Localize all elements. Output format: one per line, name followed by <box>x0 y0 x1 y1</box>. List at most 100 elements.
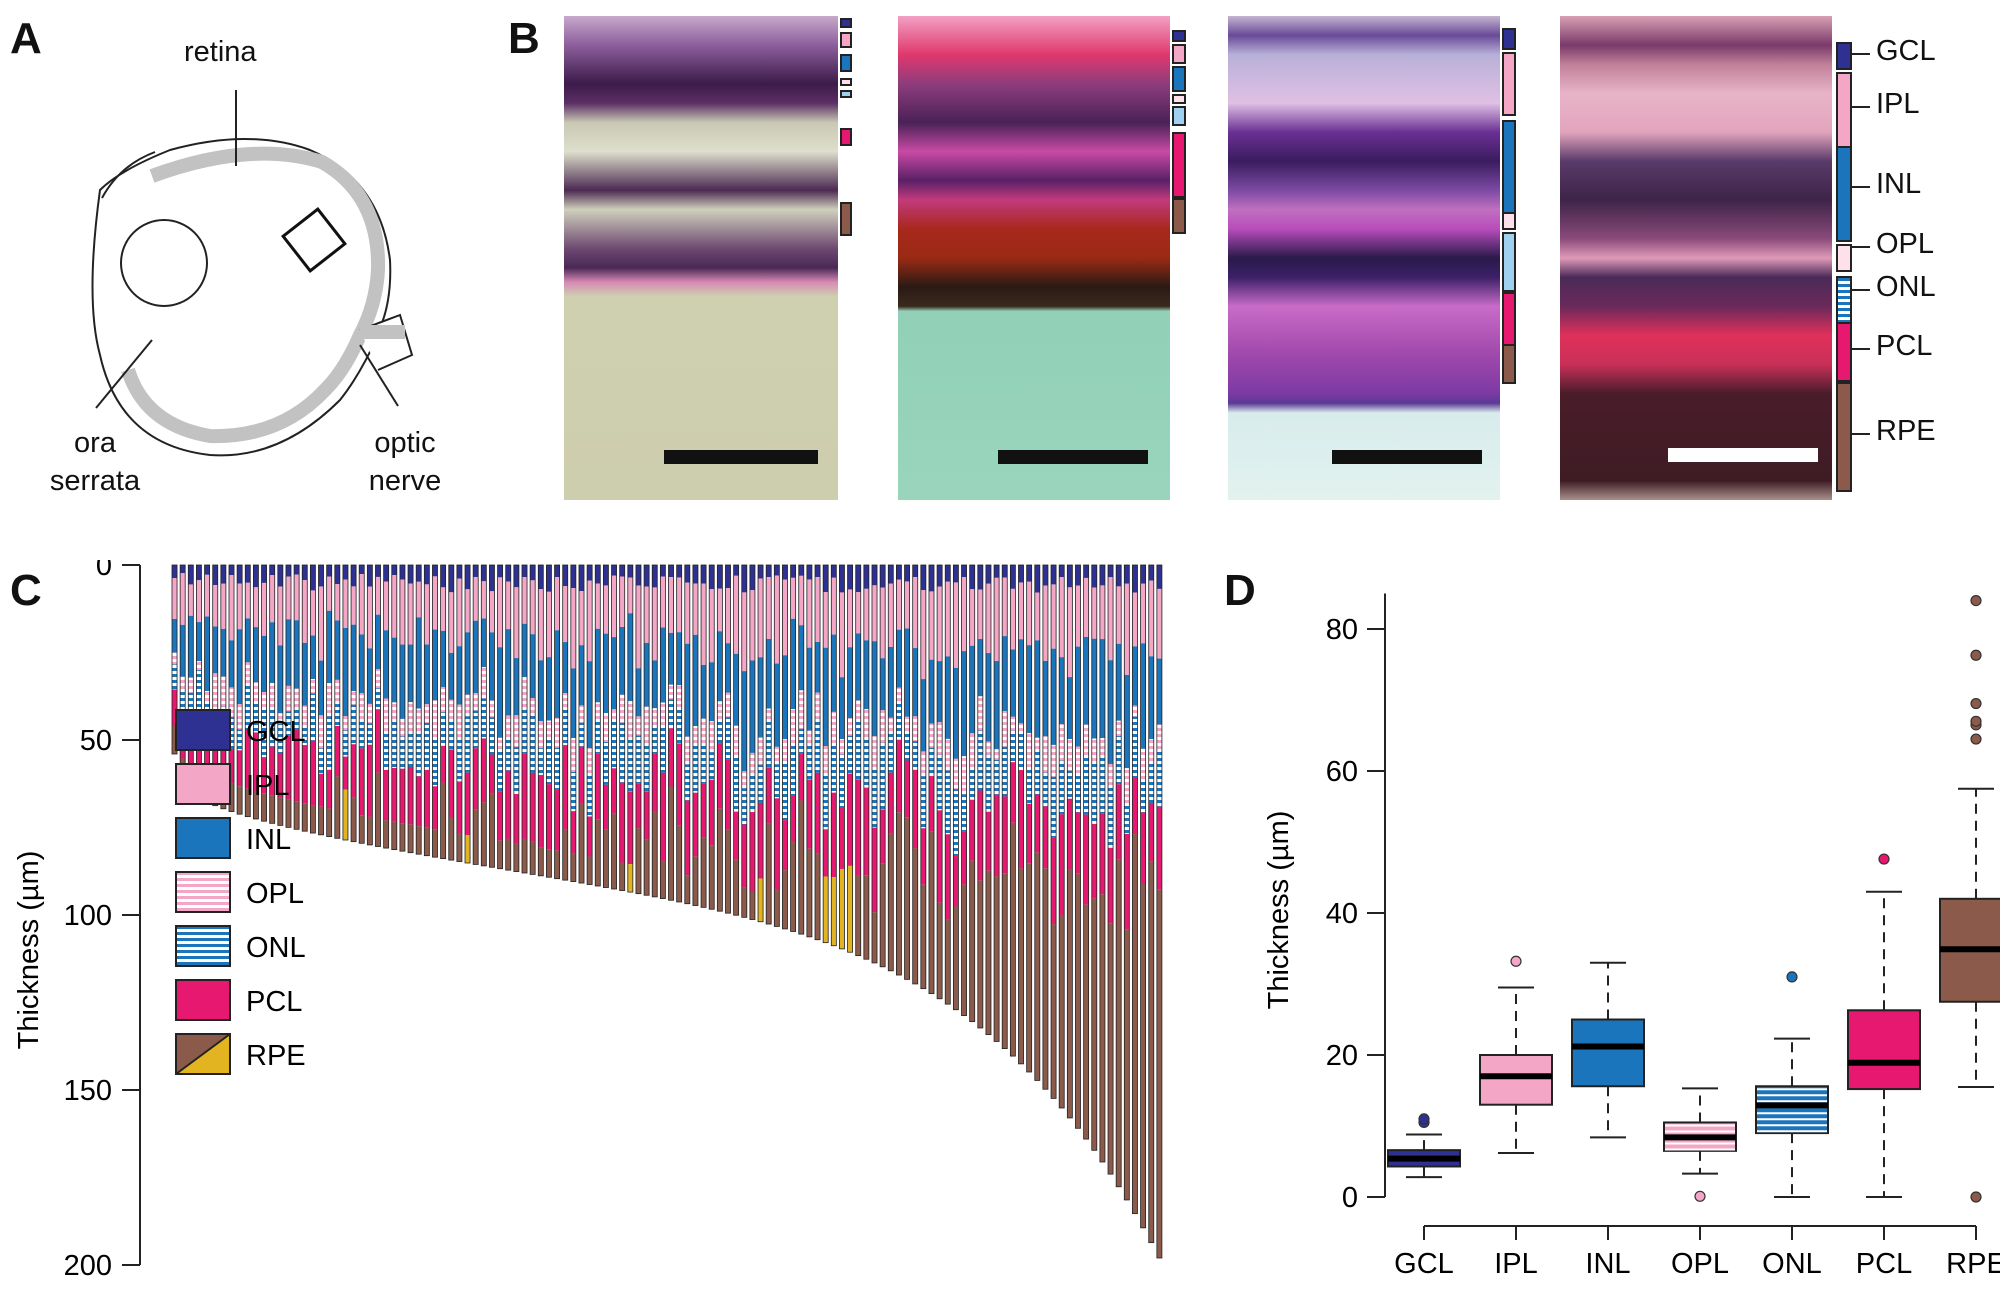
c-bar <box>1058 564 1065 1109</box>
c-bar <box>765 564 772 925</box>
c-bar <box>326 564 333 837</box>
c-bar-segment-gcl <box>1148 565 1154 581</box>
c-bar-segment-inl <box>994 661 1000 750</box>
c-bar-segment-rpe <box>766 823 772 925</box>
d-y-tick-label: 60 <box>1326 756 1358 788</box>
boxplot-thickness-chart: 0 20 40 60 80 GCL IPL INL OPL ONL PCL RPE Thickness… <box>1263 593 2000 1280</box>
c-bar-segment-rpe <box>953 906 959 1010</box>
c-bar-segment-onl <box>1140 780 1146 813</box>
c-bar-segment-pcl <box>1099 813 1105 895</box>
c-bar-segment-opl <box>1051 744 1057 777</box>
c-bar-segment-opl <box>985 741 991 755</box>
c-bar-segment-ipl <box>424 584 430 645</box>
c-bar-segment-pcl <box>977 790 983 881</box>
c-bar-segment-opl <box>399 718 405 737</box>
c-bar-segment-gcl <box>863 565 869 589</box>
c-bar-segment-rpe <box>1067 869 1073 1118</box>
c-bar-segment-gcl <box>530 565 536 581</box>
c-bar-segment-inl <box>172 618 178 653</box>
c-bar-segment-opl <box>823 746 829 776</box>
c-bar-segment-inl <box>399 644 405 719</box>
c-bar-segment-inl <box>294 620 300 689</box>
c-bar <box>822 564 829 944</box>
c-bar-segment-onl <box>310 693 316 741</box>
c-bar-segment-onl <box>977 730 983 791</box>
c-bar-segment-inl <box>920 679 926 752</box>
c-bar-segment-ipl <box>595 583 601 629</box>
c-bar-segment-ipl <box>440 587 446 631</box>
c-bar-segment-inl <box>692 634 698 727</box>
c-bar-segment-rpe <box>880 863 886 967</box>
c-bar-segment-ipl <box>302 580 308 643</box>
c-bar <box>497 564 504 870</box>
c-bar-segment-opl <box>172 652 178 665</box>
c-bar-segment-inl <box>245 618 251 663</box>
c-bar-segment-ipl <box>725 588 731 644</box>
c-bar-segment-ipl <box>342 579 348 628</box>
c-bar-segment-rpe <box>1124 929 1130 1200</box>
c-bar-segment-ipl <box>953 582 959 668</box>
c-bar-segment-gcl <box>1091 565 1097 588</box>
c-bar-segment-inl <box>587 661 593 749</box>
c-bar <box>554 564 560 880</box>
d-x-tick-label-inl: INL <box>1585 1248 1630 1280</box>
c-bar-segment-opl <box>888 717 894 733</box>
c-bar-segment-pcl <box>635 783 641 829</box>
c-bar-segment-ipl <box>351 586 357 625</box>
c-bar-segment-pcl <box>945 834 951 920</box>
c-bar-segment-inl <box>391 637 397 703</box>
c-bar-segment-ipl <box>611 575 617 638</box>
c-bar <box>1009 564 1016 1057</box>
c-bar-segment-ipl <box>188 584 194 616</box>
c-bar-segment-onl <box>1018 733 1024 771</box>
c-bar <box>529 564 536 875</box>
layer-label-pcl: PCL <box>1876 330 1933 362</box>
c-bar-segment-ipl <box>701 583 707 665</box>
c-bar-segment-ipl <box>717 588 723 632</box>
c-bar <box>635 564 642 895</box>
d-y-tick-label: 40 <box>1326 898 1358 930</box>
c-bar-segment-opl <box>839 739 845 755</box>
c-bar-segment-pcl <box>432 786 438 830</box>
c-bar-segment-rpe <box>977 880 983 1028</box>
c-bar-segment-opl <box>294 688 300 710</box>
d-x-tick-label-onl: ONL <box>1762 1248 1822 1280</box>
c-bar <box>1091 564 1098 1151</box>
c-bar-segment-onl <box>1083 754 1089 815</box>
c-bar-segment-pcl <box>570 811 576 854</box>
c-bar <box>432 564 438 858</box>
c-bar-segment-gcl <box>326 565 332 577</box>
c-bar-segment-inl <box>635 668 641 717</box>
c-bar-segment-ipl <box>416 581 422 618</box>
c-bar-segment-onl <box>1124 804 1130 834</box>
c-bar-segment-pcl <box>375 709 381 773</box>
c-bar-segment-pcl <box>790 795 796 842</box>
c-bar-segment-inl <box>448 652 454 700</box>
c-bar-segment-onl <box>1099 756 1105 814</box>
c-bar <box>1042 564 1049 1090</box>
c-y-tick-label: 50 <box>80 725 112 757</box>
c-bar-segment-pcl <box>847 773 853 866</box>
c-bar-segment-rpe <box>1051 924 1057 1099</box>
c-bar-segment-ipl <box>326 576 332 611</box>
c-bar-segment-rpe <box>904 817 910 980</box>
d-x-tick-label-pcl: PCL <box>1856 1248 1912 1280</box>
c-bar <box>521 564 528 874</box>
c-bar <box>627 564 634 893</box>
c-bar-segment-onl <box>587 774 593 817</box>
c-bar-segment-onl <box>888 732 894 773</box>
stacked-thickness-chart: 0 50 100 150 200 GCL IPL INL OPL ONL PCL RPE Thick… <box>13 560 1163 1282</box>
c-bar-segment-pcl <box>285 735 291 800</box>
c-bar-segment-opl <box>530 697 536 713</box>
c-bar-segment-onl <box>1026 768 1032 804</box>
c-bar-segment-pcl <box>733 811 739 860</box>
c-bar <box>277 564 284 826</box>
c-bar-segment-gcl <box>180 565 186 574</box>
d-x-tick-label-opl: OPL <box>1671 1248 1729 1280</box>
c-bar-segment-gcl <box>383 565 389 582</box>
c-bar-segment-rpe <box>554 850 560 879</box>
c-bar-segment-onl <box>985 754 991 812</box>
c-bar-segment-ipl <box>473 576 479 621</box>
c-bar-segment-opl <box>635 716 641 736</box>
c-bar <box>643 564 650 896</box>
